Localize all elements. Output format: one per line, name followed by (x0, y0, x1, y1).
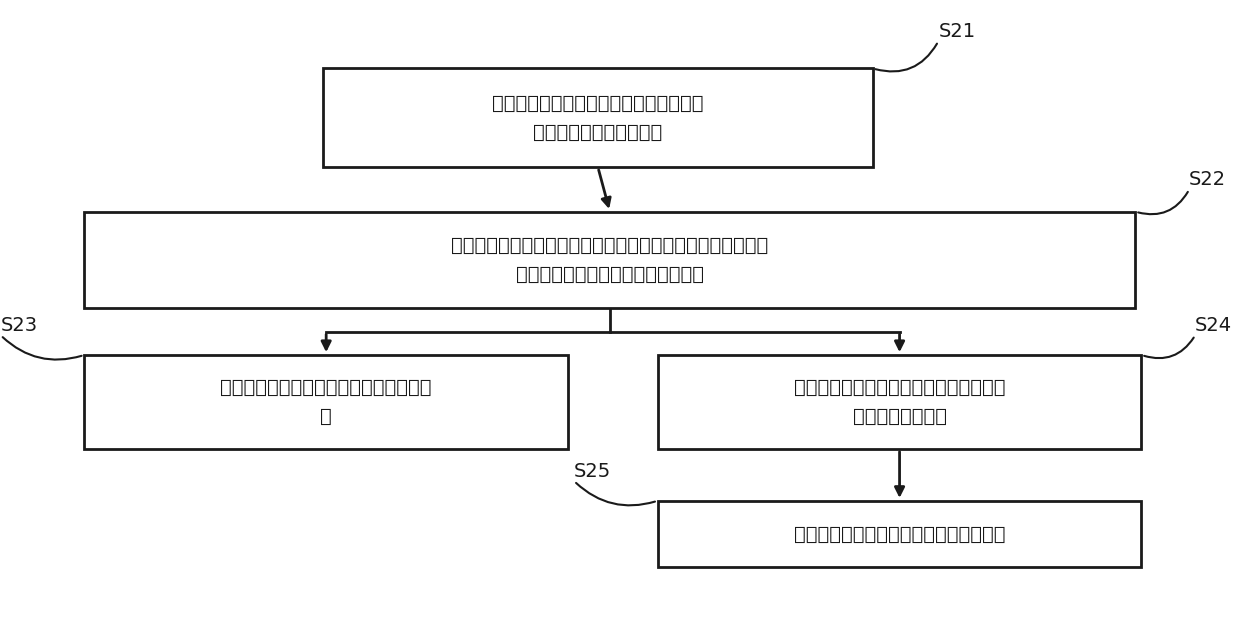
Text: S23: S23 (1, 316, 37, 336)
Text: 控制单元接收并处理处理第一子数据信息及第二子数据信息获
得第一子显示信息及第二子显示信息: 控制单元接收并处理处理第一子数据信息及第二子数据信息获 得第一子显示信息及第二子… (451, 235, 769, 284)
Text: S21: S21 (939, 23, 976, 41)
Text: S22: S22 (1189, 170, 1226, 190)
Text: 第一触控显示屏接收并显示第一子显示信
息: 第一触控显示屏接收并显示第一子显示信 息 (221, 377, 432, 426)
Bar (84, 212, 1136, 308)
Bar (657, 501, 1142, 568)
Text: S25: S25 (574, 462, 611, 481)
Text: 信号转换单元接收并处理第二子显示信息
获得第三显示信息: 信号转换单元接收并处理第二子显示信息 获得第三显示信息 (794, 377, 1006, 426)
Text: S24: S24 (1195, 316, 1233, 336)
Bar (324, 68, 873, 167)
Text: 控制单元根据控制指令信号设置所述双屏
电子学习设备为双屏异显: 控制单元根据控制指令信号设置所述双屏 电子学习设备为双屏异显 (492, 93, 703, 142)
Bar (84, 355, 568, 449)
Text: 第二触控显示屏接收并显示第三显示信息: 第二触控显示屏接收并显示第三显示信息 (794, 525, 1006, 543)
Bar (657, 355, 1142, 449)
